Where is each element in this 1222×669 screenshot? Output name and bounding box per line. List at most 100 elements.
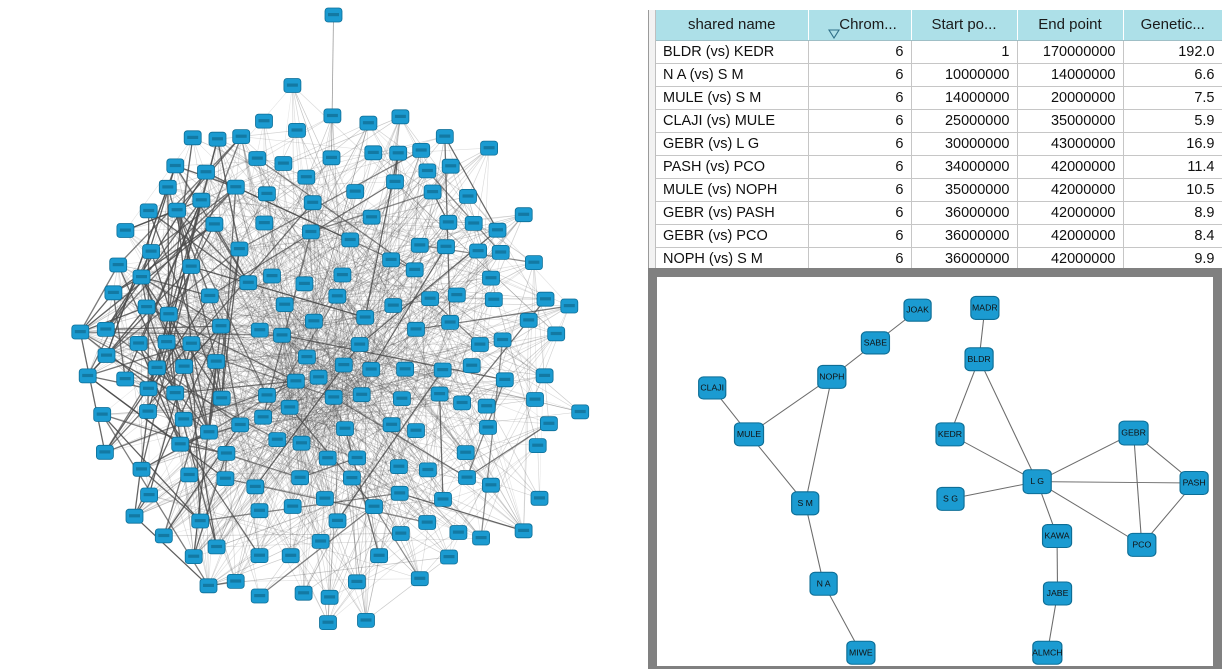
- main-network-edge[interactable]: [191, 157, 332, 344]
- main-network-edge[interactable]: [361, 394, 428, 523]
- main-network-edge[interactable]: [303, 423, 550, 594]
- main-network-edge[interactable]: [365, 556, 450, 621]
- subnetwork-node[interactable]: MULE: [733, 422, 765, 447]
- main-network-edge[interactable]: [292, 85, 557, 335]
- main-network-edge[interactable]: [344, 428, 400, 467]
- main-network-edge[interactable]: [193, 252, 501, 557]
- main-network-edge[interactable]: [533, 262, 538, 446]
- main-network-edge[interactable]: [419, 445, 538, 579]
- main-network-node[interactable]: [530, 490, 549, 506]
- main-network-edge[interactable]: [259, 317, 366, 511]
- main-network-edge[interactable]: [80, 222, 265, 333]
- main-network-edge[interactable]: [337, 252, 501, 521]
- main-network-edge[interactable]: [134, 407, 290, 517]
- main-network-node[interactable]: [132, 461, 151, 477]
- main-network-edge[interactable]: [216, 344, 360, 362]
- main-network-edge[interactable]: [304, 283, 319, 378]
- main-network-node[interactable]: [250, 588, 269, 604]
- main-network-edge[interactable]: [240, 136, 283, 336]
- main-network-edge[interactable]: [281, 147, 490, 336]
- main-network-edge[interactable]: [281, 298, 431, 336]
- main-network-edge[interactable]: [141, 468, 201, 522]
- subnetwork-node[interactable]: L G: [1022, 469, 1052, 495]
- main-network-edge[interactable]: [299, 277, 492, 478]
- cell-end_point[interactable]: 42000000: [1017, 224, 1124, 248]
- cell-end_point[interactable]: 14000000: [1017, 63, 1124, 87]
- main-network-edge[interactable]: [281, 335, 334, 398]
- main-network-node[interactable]: [514, 207, 533, 223]
- main-network-edge[interactable]: [310, 122, 369, 233]
- main-network-edge[interactable]: [444, 136, 536, 400]
- main-network-edge[interactable]: [134, 478, 226, 517]
- subnetwork-edge[interactable]: [1036, 432, 1134, 483]
- main-network-edge[interactable]: [296, 130, 406, 370]
- main-network-edge[interactable]: [299, 377, 319, 478]
- main-network-edge[interactable]: [359, 320, 529, 345]
- main-network-edge[interactable]: [217, 139, 304, 594]
- main-network-edge[interactable]: [271, 275, 417, 431]
- main-network-edge[interactable]: [208, 397, 335, 587]
- main-network-node[interactable]: [459, 188, 477, 204]
- main-network-edge[interactable]: [299, 153, 399, 478]
- main-network-edge[interactable]: [337, 196, 469, 297]
- main-network-edge[interactable]: [456, 214, 525, 296]
- main-network-edge[interactable]: [400, 278, 492, 534]
- main-network-edge[interactable]: [426, 170, 502, 253]
- main-network-edge[interactable]: [189, 457, 328, 476]
- main-network-node[interactable]: [469, 243, 488, 259]
- main-network-edge[interactable]: [404, 368, 550, 425]
- main-network-node[interactable]: [412, 142, 431, 158]
- main-network-edge[interactable]: [215, 361, 367, 621]
- main-network-node[interactable]: [453, 395, 472, 411]
- main-network-edge[interactable]: [134, 439, 278, 517]
- cell-genetic[interactable]: 7.5: [1123, 86, 1222, 110]
- cell-end_point[interactable]: 42000000: [1017, 178, 1124, 202]
- main-network-node[interactable]: [346, 184, 365, 199]
- main-network-node[interactable]: [495, 372, 514, 388]
- table-row[interactable]: GEBR (vs) L G 6 30000000 43000000 16.9: [656, 132, 1222, 156]
- main-network-edge[interactable]: [149, 494, 420, 579]
- main-network-node[interactable]: [208, 131, 227, 147]
- main-network-edge[interactable]: [281, 334, 360, 345]
- main-network-edge[interactable]: [397, 153, 524, 531]
- main-network-edge[interactable]: [240, 376, 319, 426]
- main-network-node[interactable]: [140, 487, 159, 503]
- main-network-node[interactable]: [430, 386, 449, 402]
- main-network-node[interactable]: [96, 321, 115, 337]
- main-network-edge[interactable]: [301, 250, 479, 444]
- main-network-node[interactable]: [491, 244, 510, 260]
- table-row[interactable]: NOPH (vs) S M 6 36000000 42000000 9.9: [656, 247, 1222, 270]
- main-network-edge[interactable]: [283, 163, 291, 408]
- main-network-edge[interactable]: [193, 364, 345, 557]
- main-network-edge[interactable]: [523, 320, 530, 531]
- main-network-node[interactable]: [292, 435, 311, 451]
- main-network-node[interactable]: [323, 108, 342, 124]
- main-network-edge[interactable]: [289, 294, 457, 408]
- main-network-edge[interactable]: [141, 186, 237, 278]
- main-network-node[interactable]: [407, 321, 425, 337]
- main-network-node[interactable]: [390, 485, 409, 501]
- main-network-edge[interactable]: [313, 320, 472, 366]
- main-network-edge[interactable]: [216, 417, 264, 548]
- main-network-node[interactable]: [370, 548, 389, 564]
- cell-shared_name[interactable]: PASH (vs) PCO: [656, 155, 809, 179]
- main-network-node[interactable]: [384, 298, 403, 313]
- main-network-edge[interactable]: [259, 428, 346, 511]
- table-body[interactable]: BLDR (vs) KEDR 6 1 170000000 192.0 N A (vs) S…: [656, 40, 1222, 270]
- main-network-node[interactable]: [175, 359, 194, 374]
- main-network-node[interactable]: [226, 574, 245, 589]
- main-network-edge[interactable]: [331, 157, 360, 345]
- main-network-edge[interactable]: [104, 369, 443, 453]
- main-network-edge[interactable]: [373, 506, 421, 580]
- main-network-edge[interactable]: [163, 239, 351, 537]
- main-network-edge[interactable]: [147, 200, 202, 389]
- main-network-node[interactable]: [333, 267, 352, 283]
- main-network-edge[interactable]: [208, 556, 450, 587]
- main-network-node[interactable]: [449, 525, 468, 540]
- main-network-node[interactable]: [418, 163, 437, 179]
- main-network-edge[interactable]: [301, 443, 304, 594]
- main-network-node[interactable]: [255, 215, 274, 231]
- main-network-node[interactable]: [207, 354, 226, 369]
- main-network-node[interactable]: [342, 470, 361, 486]
- main-network-edge[interactable]: [259, 369, 372, 556]
